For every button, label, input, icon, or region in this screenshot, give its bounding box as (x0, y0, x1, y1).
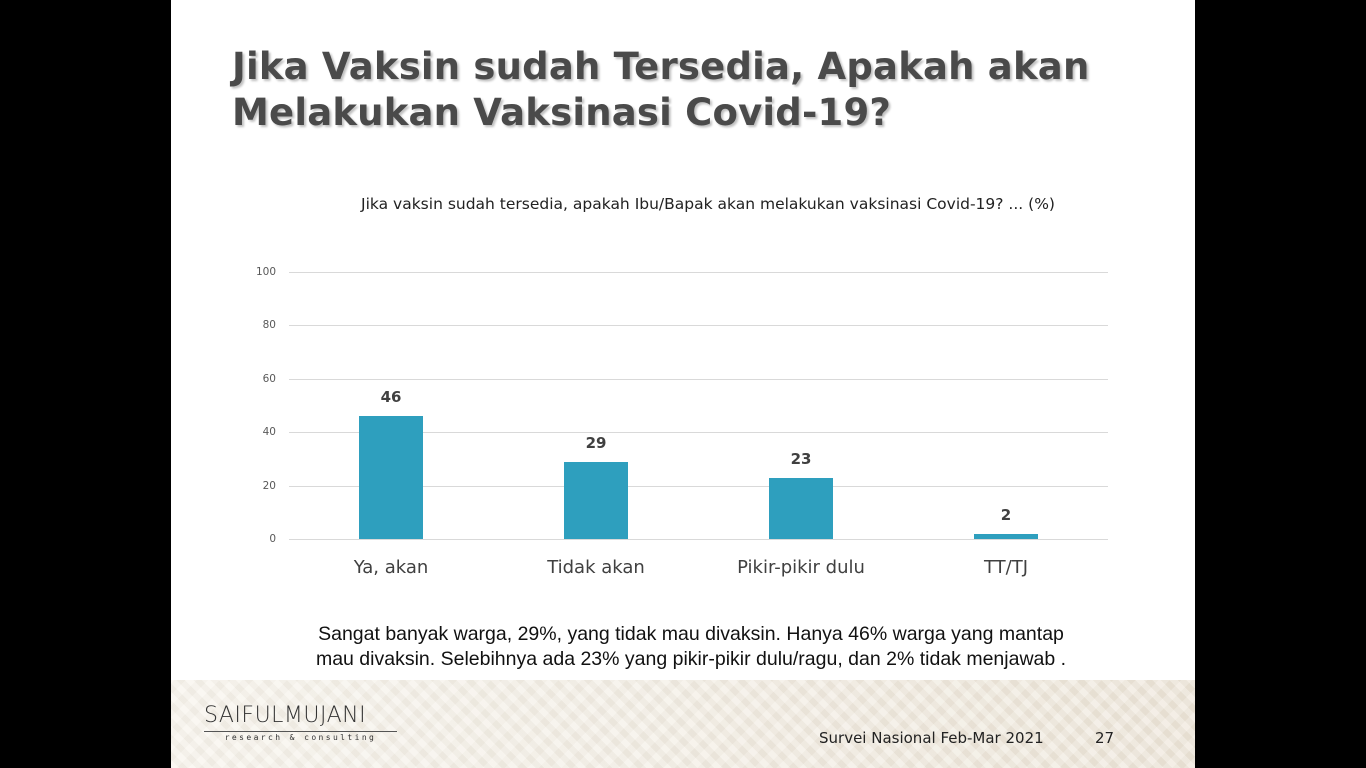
gridline (289, 539, 1108, 540)
gridline (289, 325, 1108, 326)
y-axis-tick-label: 100 (255, 266, 276, 278)
y-axis-tick-label: 60 (262, 373, 276, 385)
decorative-batik-background (171, 680, 1195, 768)
gridline (289, 486, 1108, 487)
bar-value-label: 23 (790, 450, 812, 468)
gridline (289, 272, 1108, 273)
chart-title: Jika vaksin sudah tersedia, apakah Ibu/B… (361, 195, 1055, 213)
bar-value-label: 2 (1000, 506, 1012, 524)
logo-divider (204, 731, 397, 732)
page-number: 27 (1095, 729, 1115, 747)
logo-tagline: research & consulting (224, 733, 377, 742)
bar (564, 462, 628, 539)
bar (359, 416, 423, 539)
slide-title-line1: Jika Vaksin sudah Tersedia, Apakah akan (232, 45, 1090, 88)
slide: Jika Vaksin sudah Tersedia, Apakah akan … (171, 0, 1195, 768)
bar-value-label: 29 (585, 434, 607, 452)
y-axis-tick-label: 40 (262, 426, 276, 438)
bar (769, 478, 833, 539)
company-logo: SAIFULMUJANI research & consulting (204, 703, 397, 742)
bar-chart: 0 20 40 60 80 100 46 Ya, akan 29 Tidak akan 23 Piki… (171, 0, 1195, 600)
y-axis-tick-label: 0 (269, 533, 276, 545)
gridline (289, 432, 1108, 433)
x-axis-category-label: Ya, akan (353, 557, 429, 578)
slide-title-line2: Melakukan Vaksinasi Covid-19? (232, 91, 892, 134)
bar (974, 534, 1038, 539)
y-axis-tick-label: 80 (262, 319, 276, 331)
summary-note: Sangat banyak warga, 29%, yang tidak mau… (241, 622, 1141, 672)
summary-note-line1: Sangat banyak warga, 29%, yang tidak mau… (318, 623, 1064, 645)
x-axis-category-label: Tidak akan (547, 557, 645, 578)
x-axis-category-label: TT/TJ (983, 557, 1029, 578)
footer-survey-label: Survei Nasional Feb-Mar 2021 (819, 729, 1044, 747)
x-axis-category-label: Pikir-pikir dulu (737, 557, 865, 578)
bar-value-label: 46 (380, 388, 402, 406)
gridline (289, 379, 1108, 380)
slide-title: Jika Vaksin sudah Tersedia, Apakah akan … (232, 44, 1132, 136)
logo-name: SAIFULMUJANI (204, 703, 367, 728)
y-axis-tick-label: 20 (262, 480, 276, 492)
summary-note-line2: mau divaksin. Selebihnya ada 23% yang pi… (315, 648, 1067, 670)
